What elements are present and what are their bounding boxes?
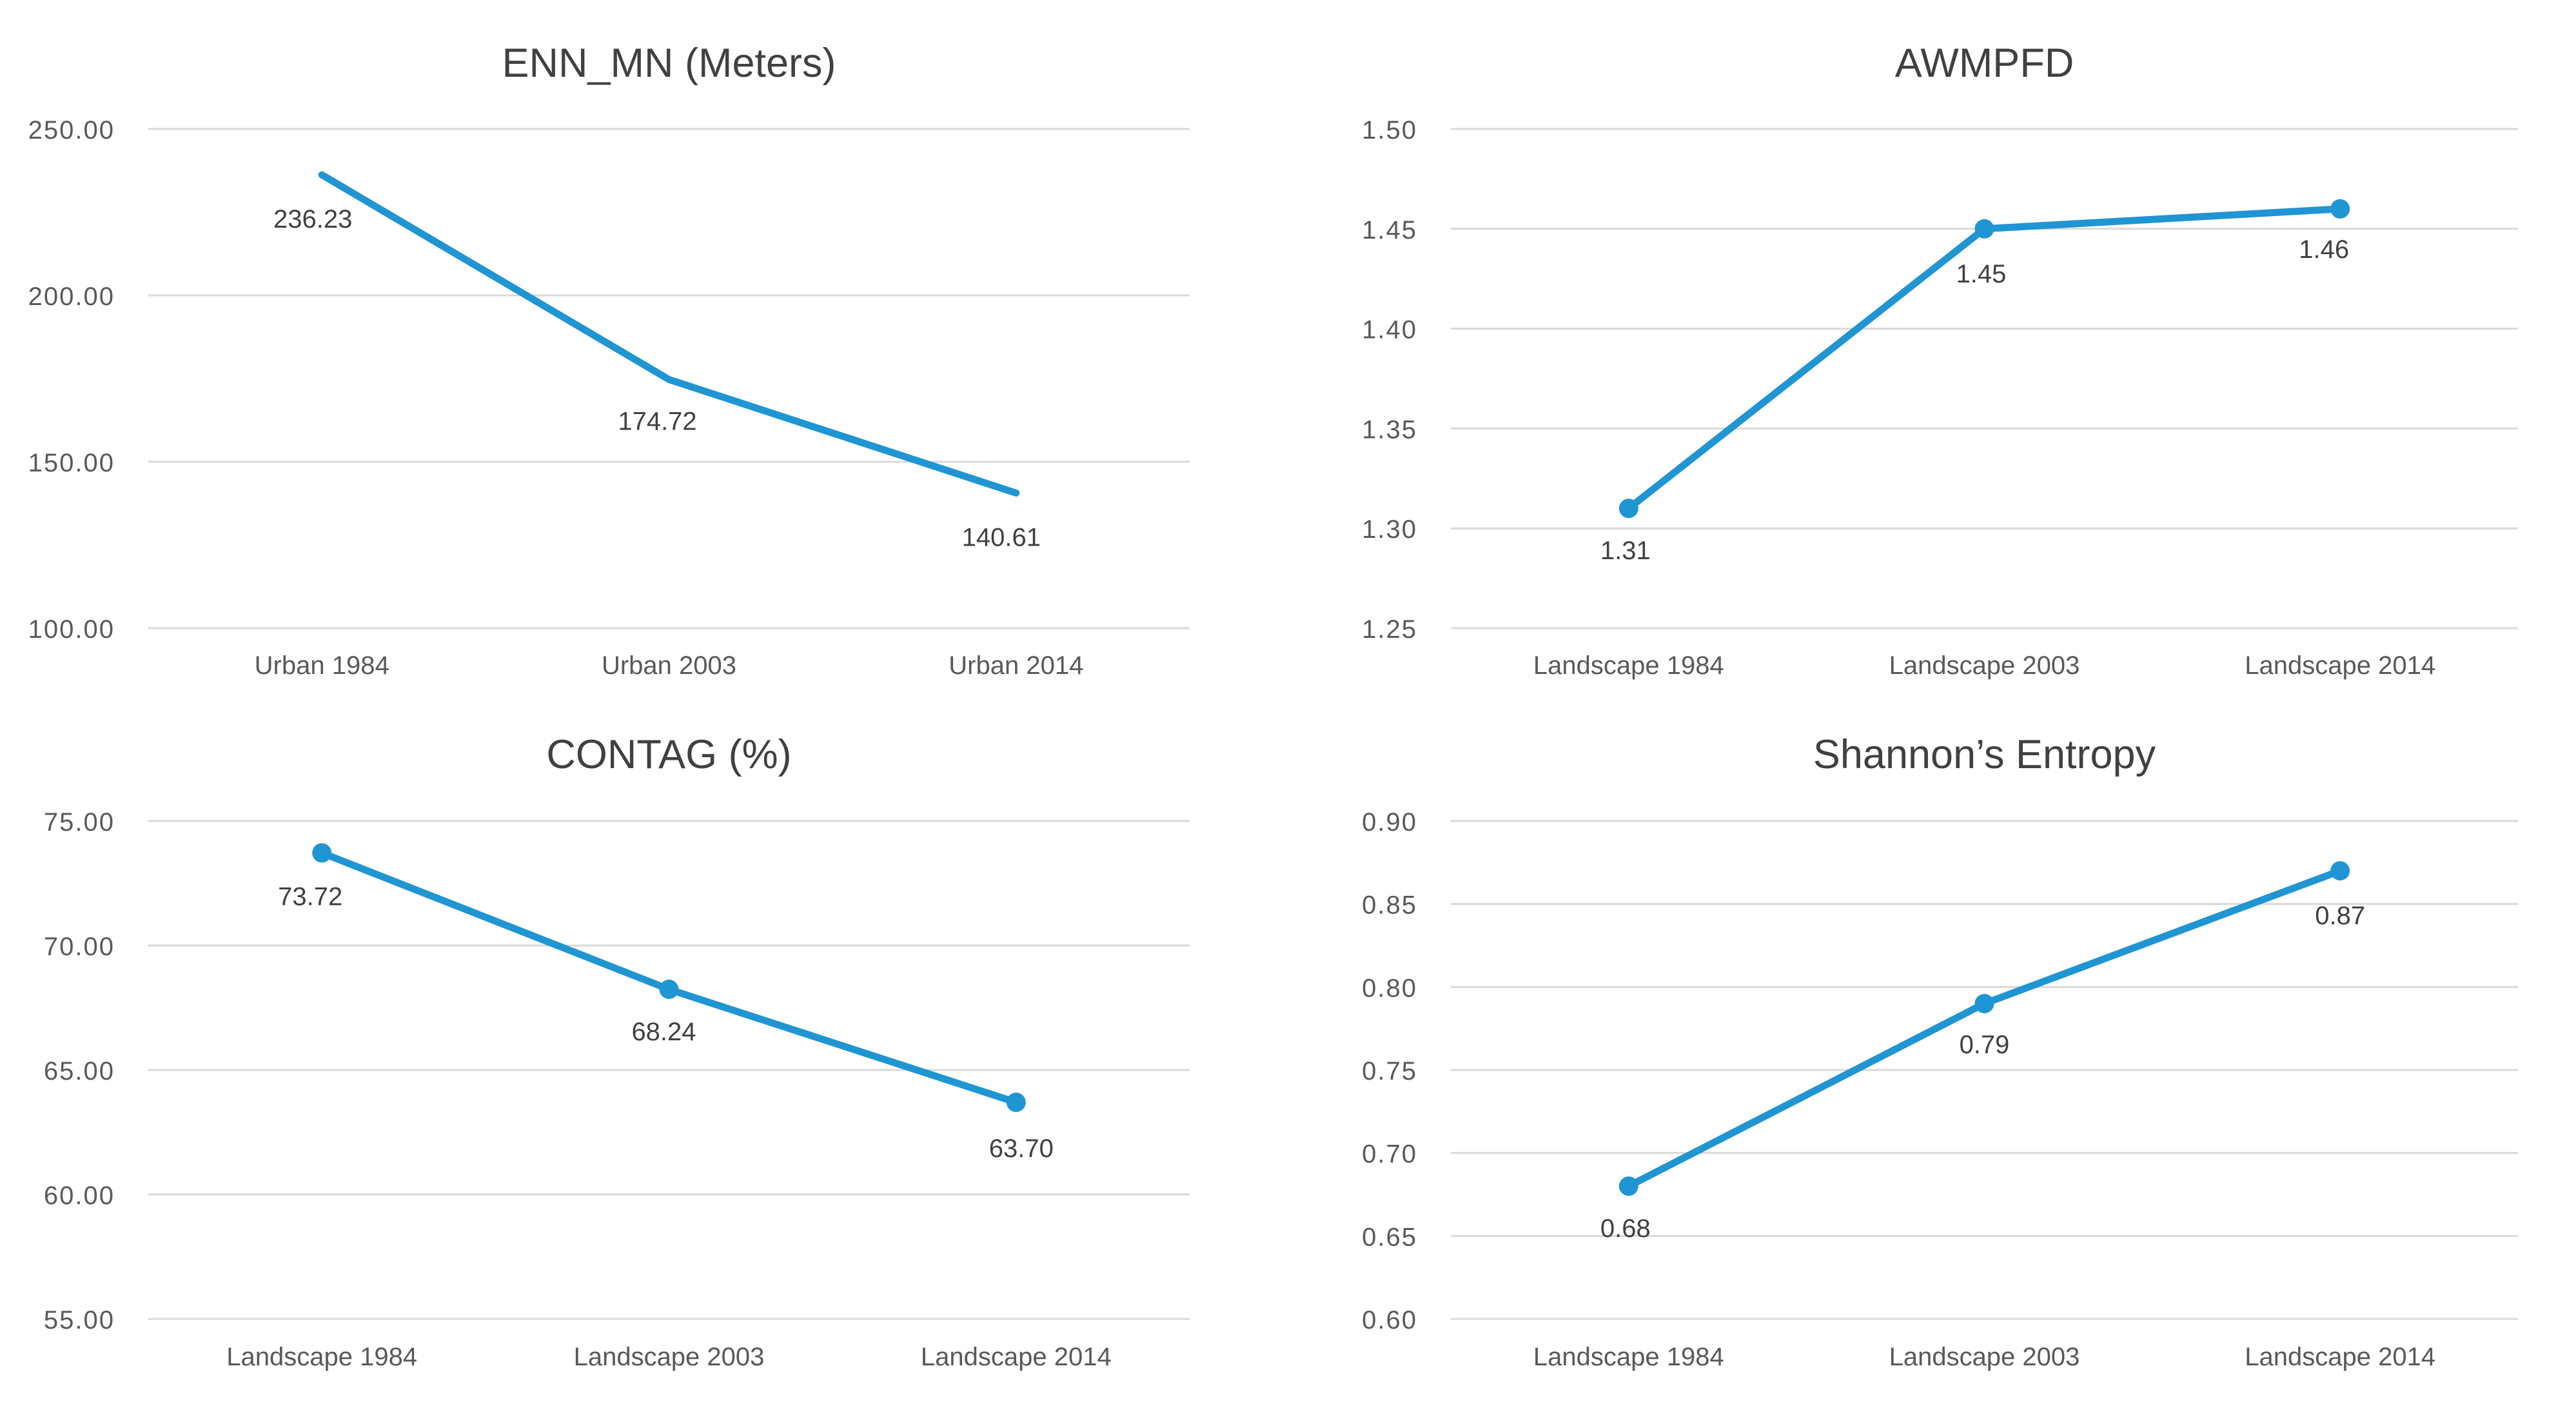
y-tick-label: 250.00 xyxy=(28,116,115,144)
chart-enn-mn-plot: 250.00 200.00 150.00 100.00 Urban 1984 Urban … xyxy=(28,116,1190,680)
chart-awmpfd-plot: 1.50 1.45 1.40 1.35 1.30 1.25 Landscape 1984 La… xyxy=(1362,116,2518,680)
y-tick-label: 1.45 xyxy=(1362,216,1417,244)
data-point-marker xyxy=(1618,1176,1638,1196)
y-tick-label: 1.50 xyxy=(1362,116,1417,144)
y-tick-label: 1.40 xyxy=(1362,316,1417,344)
chart-contag: 75.00 70.00 65.00 60.00 55.00 Landscape 1984 L… xyxy=(0,703,1288,1406)
data-point-marker xyxy=(1974,219,1994,239)
y-tick-label: 200.00 xyxy=(28,282,115,311)
chart-title-enn-mn: ENN_MN (Meters) xyxy=(502,41,836,86)
x-category-label: Landscape 2014 xyxy=(921,1343,1112,1371)
y-tick-label: 1.25 xyxy=(1362,615,1417,644)
y-tick-label: 150.00 xyxy=(28,449,115,477)
y-tick-label: 0.85 xyxy=(1362,891,1417,920)
y-tick-label: 60.00 xyxy=(44,1182,115,1210)
y-tick-label: 0.70 xyxy=(1362,1140,1417,1169)
chart-contag-plot: 75.00 70.00 65.00 60.00 55.00 Landscape 1984 L… xyxy=(44,808,1190,1371)
x-category-label: Landscape 2003 xyxy=(574,1343,765,1371)
data-point-marker xyxy=(1006,1093,1026,1113)
data-point-label: 174.72 xyxy=(618,407,696,435)
x-category-label: Landscape 2014 xyxy=(2245,651,2435,680)
data-point-marker xyxy=(2330,199,2350,219)
chart-enn-mn: 250.00 200.00 150.00 100.00 Urban 1984 Urban … xyxy=(0,0,1288,703)
x-category-label: Landscape 2003 xyxy=(1889,1343,2080,1371)
x-category-label: Urban 2014 xyxy=(949,651,1083,680)
series-line xyxy=(318,171,1020,497)
y-tick-label: 70.00 xyxy=(44,933,115,961)
y-tick-label: 0.60 xyxy=(1362,1306,1417,1334)
data-point-label: 73.72 xyxy=(278,882,342,911)
y-tick-label: 0.90 xyxy=(1362,808,1417,837)
y-tick-label: 0.65 xyxy=(1362,1223,1417,1251)
x-category-label: Landscape 1984 xyxy=(1533,1343,1724,1371)
x-category-label: Urban 1984 xyxy=(255,651,389,680)
x-category-label: Landscape 2014 xyxy=(2245,1343,2435,1371)
data-point-label: 0.68 xyxy=(1600,1214,1651,1243)
data-point-label: 140.61 xyxy=(962,523,1041,551)
data-point-label: 63.70 xyxy=(989,1134,1054,1163)
series-line xyxy=(1625,205,2344,512)
series-line xyxy=(1625,867,2344,1190)
y-tick-label: 75.00 xyxy=(44,808,115,837)
y-tick-label: 100.00 xyxy=(28,615,115,644)
chart-shannons-entropy: 0.90 0.85 0.80 0.75 0.70 0.65 0.60 Landscape 19… xyxy=(1288,703,2576,1406)
y-tick-label: 55.00 xyxy=(44,1306,115,1334)
x-category-label: Landscape 1984 xyxy=(1533,651,1724,680)
data-point-label: 68.24 xyxy=(631,1018,696,1046)
y-tick-label: 1.35 xyxy=(1362,415,1417,444)
data-point-label: 236.23 xyxy=(273,205,352,233)
data-point-label: 0.79 xyxy=(1960,1031,2010,1059)
data-point-marker xyxy=(2330,861,2350,881)
x-category-label: Urban 2003 xyxy=(602,651,736,680)
y-tick-label: 1.30 xyxy=(1362,515,1417,544)
series-line xyxy=(318,849,1020,1106)
chart-title-shannons-entropy: Shannon’s Entropy xyxy=(1813,732,2156,777)
chart-awmpfd: 1.50 1.45 1.40 1.35 1.30 1.25 Landscape 1984 La… xyxy=(1288,0,2576,703)
data-point-label: 1.46 xyxy=(2299,235,2349,264)
y-tick-label: 0.80 xyxy=(1362,974,1417,1002)
chart-shannons-entropy-plot: 0.90 0.85 0.80 0.75 0.70 0.65 0.60 Landscape 19… xyxy=(1362,808,2518,1371)
data-point-marker xyxy=(659,979,679,999)
y-tick-label: 65.00 xyxy=(44,1057,115,1085)
x-category-label: Landscape 1984 xyxy=(226,1343,417,1371)
data-point-label: 0.87 xyxy=(2315,902,2365,930)
data-point-label: 1.31 xyxy=(1600,537,1651,565)
x-category-label: Landscape 2003 xyxy=(1889,651,2080,680)
data-point-marker xyxy=(1974,994,1994,1014)
chart-title-contag: CONTAG (%) xyxy=(546,732,792,777)
chart-title-awmpfd: AWMPFD xyxy=(1894,41,2074,86)
data-point-marker xyxy=(1618,499,1638,519)
data-point-marker xyxy=(312,843,332,863)
y-tick-label: 0.75 xyxy=(1362,1057,1417,1085)
data-point-label: 1.45 xyxy=(1956,260,2007,288)
